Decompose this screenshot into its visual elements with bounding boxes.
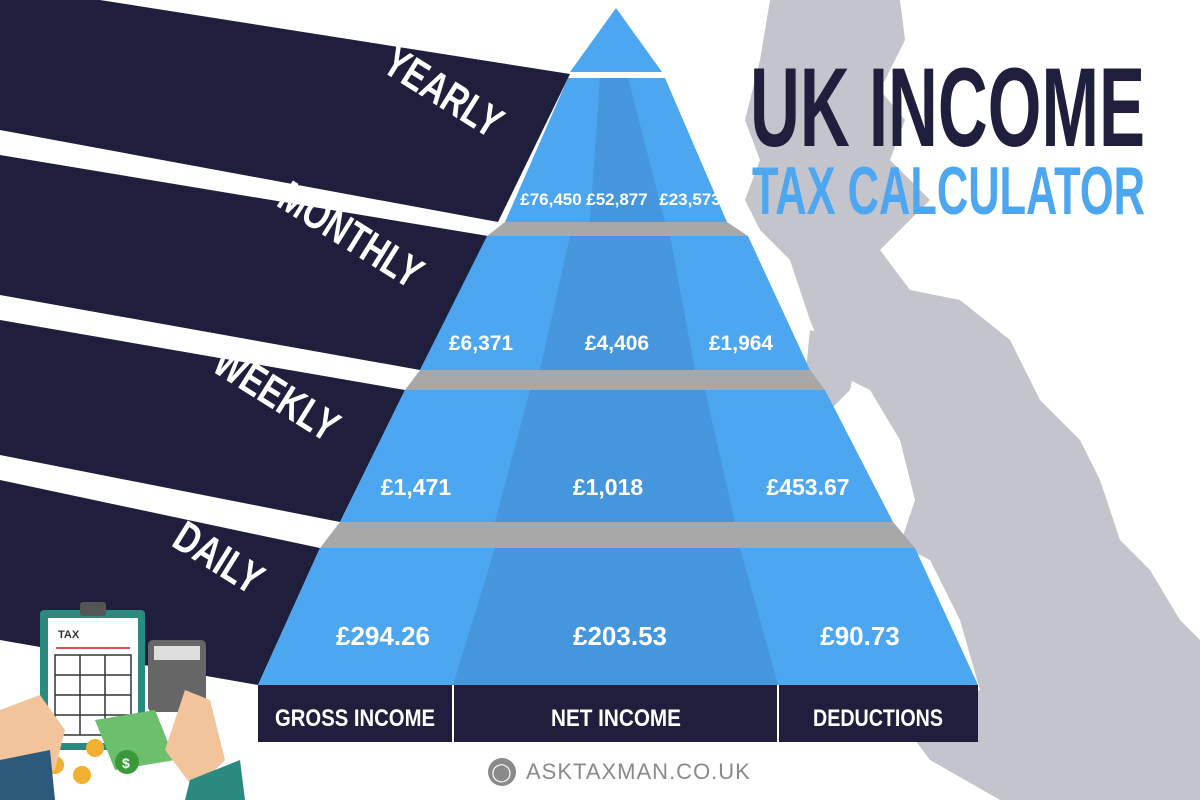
column-net-income: NET INCOME [551, 705, 681, 732]
uk-map [745, 0, 1200, 800]
globe-icon: ◯ [488, 758, 516, 786]
daily-net: £203.53 [573, 621, 667, 651]
clipboard-label: TAX [58, 629, 80, 641]
pyramid-apex [570, 8, 662, 72]
footer-site[interactable]: ASKTAXMAN.CO.UK [526, 759, 751, 784]
column-labels-bar [258, 685, 978, 742]
yearly-net: £52,877 [586, 190, 647, 209]
tier-daily [258, 548, 978, 685]
tier-slab [320, 522, 915, 548]
weekly-gross: £1,471 [381, 474, 452, 500]
title-tax-calculator: TAX CALCULATOR [752, 153, 1145, 229]
column-deductions: DEDUCTIONS [813, 705, 943, 732]
daily-gross: £294.26 [336, 621, 430, 651]
monthly-net: £4,406 [585, 332, 649, 355]
tax-clipboard-illustration: TAX $ [0, 602, 245, 800]
footer: ◯ ASKTAXMAN.CO.UK [488, 758, 751, 786]
yearly-deductions: £23,573 [659, 190, 720, 209]
tier-slab [487, 222, 748, 236]
monthly-deductions: £1,964 [709, 332, 774, 355]
weekly-net: £1,018 [573, 474, 644, 500]
band-yearly [0, 0, 570, 222]
tier-weekly [340, 390, 893, 522]
title-uk-income: UK INCOME [750, 45, 1145, 170]
band-weekly [0, 320, 405, 522]
svg-text:$: $ [122, 755, 130, 771]
daily-deductions: £90.73 [820, 621, 900, 651]
yearly-gross: £76,450 [520, 190, 581, 209]
column-gross-income: GROSS INCOME [275, 705, 435, 732]
monthly-gross: £6,371 [449, 332, 514, 355]
tier-yearly [505, 78, 727, 222]
band-monthly [0, 155, 488, 370]
weekly-deductions: £453.67 [766, 474, 849, 500]
tier-slab [405, 370, 825, 390]
tier-monthly [420, 236, 810, 370]
